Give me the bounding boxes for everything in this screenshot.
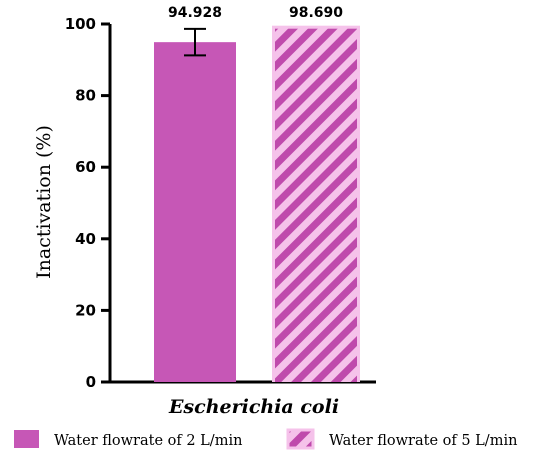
y-axis: 0 20 40 60 80 100 bbox=[65, 15, 112, 391]
data-labels: 94.928 98.690 bbox=[168, 5, 343, 21]
bar-2-lpm bbox=[154, 42, 236, 382]
y-tick-label: 80 bbox=[75, 87, 96, 105]
category-label: Escherichia coli bbox=[168, 396, 339, 418]
bars bbox=[154, 25, 360, 383]
y-tick-label: 40 bbox=[75, 230, 96, 248]
data-label: 94.928 bbox=[168, 5, 222, 21]
legend: Water flowrate of 2 L/min Water flowrate … bbox=[14, 428, 517, 450]
legend-swatch-5-lpm bbox=[286, 428, 315, 450]
y-tick-label: 100 bbox=[65, 15, 96, 33]
legend-swatch-2-lpm bbox=[14, 430, 39, 448]
data-label: 98.690 bbox=[289, 5, 343, 21]
bar-5-lpm bbox=[275, 28, 357, 383]
y-tick-label: 20 bbox=[75, 301, 96, 319]
y-tick-label: 60 bbox=[75, 158, 96, 176]
legend-label: Water flowrate of 2 L/min bbox=[54, 433, 242, 449]
y-axis-title: Inactivation (%) bbox=[33, 125, 55, 279]
y-tick-label: 0 bbox=[86, 373, 96, 391]
legend-label: Water flowrate of 5 L/min bbox=[329, 433, 517, 449]
